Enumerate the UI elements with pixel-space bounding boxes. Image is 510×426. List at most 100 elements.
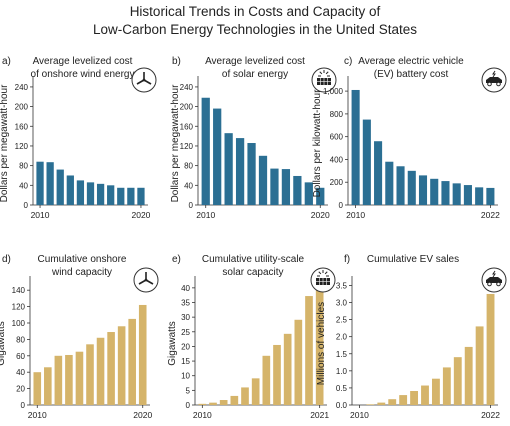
y-axis-label: Gigawatts bbox=[167, 321, 178, 365]
bar bbox=[213, 108, 222, 205]
bar bbox=[430, 178, 439, 205]
bar bbox=[65, 354, 73, 405]
wind-turbine-icon bbox=[136, 72, 152, 85]
bar bbox=[366, 404, 375, 405]
y-tick-label: 5 bbox=[186, 386, 191, 395]
bar bbox=[283, 333, 292, 405]
x-tick-label: 2010 bbox=[346, 210, 365, 220]
y-tick-label: 15 bbox=[181, 357, 190, 366]
y-tick-label: 600 bbox=[330, 133, 344, 142]
chart-title: solar capacity bbox=[222, 267, 283, 278]
bar bbox=[46, 162, 54, 205]
bar bbox=[107, 332, 115, 405]
sun-ray bbox=[324, 271, 328, 275]
bar bbox=[117, 326, 126, 405]
bar bbox=[96, 183, 105, 205]
y-tick-label: 160 bbox=[15, 122, 29, 131]
bar bbox=[251, 378, 260, 405]
lightning-bolt bbox=[492, 70, 496, 78]
y-tick-label: 25 bbox=[181, 328, 190, 337]
x-tick-label: 2020 bbox=[311, 210, 330, 220]
panel-label: e) bbox=[172, 254, 181, 265]
bar bbox=[33, 372, 42, 405]
y-tick-label: 20 bbox=[181, 342, 190, 351]
bar bbox=[36, 161, 44, 205]
x-tick-label: 2022 bbox=[481, 210, 500, 220]
chart-title: Average levelized cost bbox=[205, 56, 305, 67]
bar bbox=[273, 344, 281, 405]
bar bbox=[293, 175, 302, 205]
y-tick-label: 3.0 bbox=[336, 299, 348, 308]
panel-label: b) bbox=[172, 56, 181, 67]
bar bbox=[66, 175, 74, 205]
y-tick-label: 35 bbox=[181, 299, 190, 308]
panel-5: e) Cumulative utility-scale solar capacity… bbox=[167, 254, 336, 420]
bar bbox=[431, 378, 440, 405]
bar bbox=[385, 161, 394, 205]
y-tick-label: 0 bbox=[189, 201, 194, 210]
bar bbox=[418, 175, 428, 205]
y-tick-label: 1,000 bbox=[323, 87, 344, 96]
solar-panel-icon bbox=[316, 270, 330, 285]
y-tick-label: 240 bbox=[180, 83, 194, 92]
bar bbox=[377, 402, 386, 405]
y-tick-label: 80 bbox=[16, 335, 25, 344]
y-axis-label: Dollars per megawatt-hour bbox=[0, 84, 10, 202]
y-tick-label: 0 bbox=[24, 201, 29, 210]
panel-label: c) bbox=[344, 56, 352, 67]
y-tick-label: 140 bbox=[12, 286, 26, 295]
bar bbox=[486, 187, 495, 205]
bar bbox=[219, 400, 228, 405]
bar bbox=[117, 187, 125, 205]
x-tick-label: 2010 bbox=[196, 210, 215, 220]
x-tick-label: 2010 bbox=[31, 210, 50, 220]
bar bbox=[396, 166, 405, 205]
bar bbox=[475, 326, 484, 405]
wind-turbine-icon bbox=[138, 272, 154, 285]
chart-panels: a) Average levelized cost of onshore wind … bbox=[0, 56, 507, 420]
y-tick-label: 2.0 bbox=[336, 333, 348, 342]
y-tick-label: 0 bbox=[339, 201, 344, 210]
chart-title: Cumulative onshore bbox=[38, 254, 127, 265]
panel-3: c) Average electric vehicle (EV) battery c… bbox=[312, 56, 507, 220]
y-tick-label: 200 bbox=[330, 178, 344, 187]
panel-label: d) bbox=[2, 254, 11, 265]
bar bbox=[270, 168, 279, 205]
bar bbox=[304, 182, 313, 205]
bar bbox=[127, 187, 135, 205]
bar bbox=[316, 187, 325, 205]
lightning-bolt bbox=[492, 270, 496, 278]
bar bbox=[475, 187, 484, 205]
bar bbox=[107, 185, 115, 205]
x-tick-label: 2022 bbox=[481, 410, 500, 420]
y-tick-label: 160 bbox=[180, 122, 194, 131]
y-tick-label: 80 bbox=[184, 162, 193, 171]
bar bbox=[305, 296, 313, 405]
y-tick-label: 100 bbox=[12, 319, 26, 328]
bar bbox=[294, 319, 303, 405]
y-axis-label: Millions of vehicles bbox=[316, 302, 327, 385]
chart-title: Cumulative EV sales bbox=[367, 254, 459, 265]
bar bbox=[315, 290, 324, 405]
sun-ray bbox=[319, 71, 323, 75]
bar bbox=[463, 185, 472, 205]
bar bbox=[224, 133, 233, 205]
bar bbox=[407, 170, 416, 205]
bar bbox=[76, 180, 85, 205]
bar bbox=[362, 119, 371, 205]
bar bbox=[351, 89, 360, 205]
bar bbox=[374, 141, 383, 205]
bar bbox=[128, 318, 136, 405]
bar bbox=[209, 402, 217, 405]
x-tick-label: 2020 bbox=[131, 210, 150, 220]
y-tick-label: 1.0 bbox=[336, 367, 348, 376]
chart-title: of onshore wind energy bbox=[31, 69, 135, 80]
chart-title: Average electric vehicle bbox=[358, 56, 464, 67]
bar bbox=[247, 143, 256, 205]
x-tick-label: 2010 bbox=[28, 410, 47, 420]
panel-label: f) bbox=[344, 254, 350, 265]
y-tick-label: 400 bbox=[330, 155, 344, 164]
bar bbox=[258, 155, 268, 205]
bar bbox=[486, 293, 495, 405]
